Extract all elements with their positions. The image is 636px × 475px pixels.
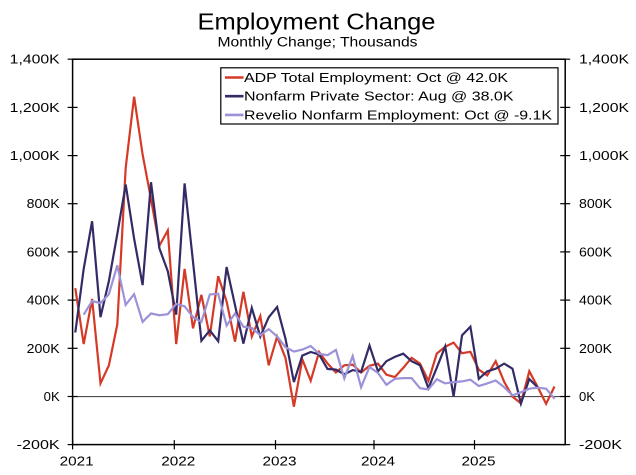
- svg-text:Revelio Nonfarm Employment: Oc: Revelio Nonfarm Employment: Oct @ -9.1K: [244, 108, 553, 122]
- svg-text:-200K: -200K: [579, 437, 622, 452]
- svg-text:0K: 0K: [44, 389, 60, 404]
- svg-text:1,400K: 1,400K: [579, 52, 629, 67]
- svg-text:800K: 800K: [579, 196, 612, 211]
- svg-text:1,200K: 1,200K: [579, 100, 629, 115]
- svg-text:2022: 2022: [161, 454, 195, 469]
- svg-text:ADP Total Employment: Oct @ 42: ADP Total Employment: Oct @ 42.0K: [244, 71, 509, 85]
- svg-text:200K: 200K: [579, 341, 612, 356]
- svg-text:2021: 2021: [60, 454, 94, 469]
- svg-text:1,000K: 1,000K: [10, 148, 60, 163]
- svg-text:400K: 400K: [27, 293, 60, 308]
- svg-text:1,200K: 1,200K: [10, 100, 60, 115]
- svg-text:0K: 0K: [579, 389, 595, 404]
- svg-text:800K: 800K: [27, 196, 60, 211]
- svg-text:400K: 400K: [579, 293, 612, 308]
- svg-text:2024: 2024: [361, 454, 395, 469]
- svg-text:2023: 2023: [263, 454, 297, 469]
- svg-text:200K: 200K: [27, 341, 60, 356]
- svg-text:600K: 600K: [579, 244, 612, 259]
- svg-text:2025: 2025: [462, 454, 496, 469]
- svg-text:1,000K: 1,000K: [579, 148, 629, 163]
- svg-text:1,400K: 1,400K: [10, 52, 60, 67]
- svg-text:Nonfarm Private Sector: Aug @: Nonfarm Private Sector: Aug @ 38.0K: [244, 90, 514, 104]
- svg-text:-200K: -200K: [17, 437, 60, 452]
- svg-text:Monthly Change; Thousands: Monthly Change; Thousands: [218, 34, 418, 49]
- svg-text:600K: 600K: [27, 244, 60, 259]
- svg-text:Employment Change: Employment Change: [198, 8, 436, 34]
